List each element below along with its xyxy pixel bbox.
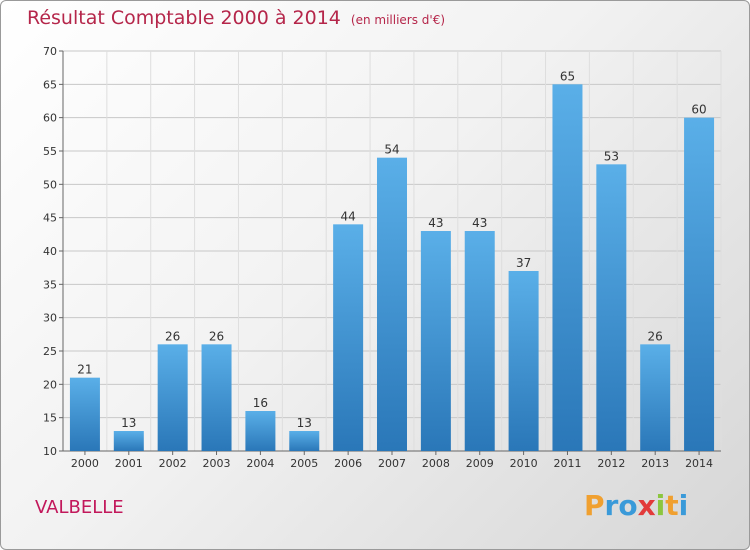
- x-tick-label: 2009: [466, 457, 494, 470]
- logo-letter: t: [665, 489, 679, 522]
- bar: [684, 117, 715, 452]
- bar-value-label: 16: [253, 396, 268, 410]
- bar: [377, 157, 407, 451]
- logo-letter: i: [655, 489, 666, 522]
- x-tick-label: 2010: [510, 457, 538, 470]
- x-tick-label: 2004: [246, 457, 274, 470]
- bar: [201, 344, 232, 451]
- logo-letter: o: [618, 489, 638, 522]
- y-tick-label: 10: [43, 445, 57, 458]
- x-tick-label: 2012: [597, 457, 625, 470]
- y-tick-label: 35: [43, 278, 57, 291]
- logo-letter: r: [604, 489, 619, 522]
- bar-value-label: 43: [472, 216, 487, 230]
- y-tick-label: 70: [43, 45, 57, 58]
- logo-letter: i: [678, 489, 689, 522]
- bar: [333, 224, 364, 451]
- bar-value-label: 21: [77, 363, 92, 377]
- bar-layer: [69, 84, 715, 452]
- y-tick-label: 40: [43, 245, 57, 258]
- bar-value-label: 53: [604, 149, 619, 163]
- x-tick-label: 2006: [334, 457, 362, 470]
- x-tick-label: 2001: [115, 457, 143, 470]
- bar: [552, 84, 583, 451]
- x-tick-label: 2013: [641, 457, 669, 470]
- bar-value-label: 37: [516, 256, 531, 270]
- bar: [420, 231, 451, 451]
- y-tick-label: 55: [43, 145, 57, 158]
- bar-value-label: 13: [297, 416, 312, 430]
- y-tick-label: 65: [43, 78, 57, 91]
- bar: [640, 344, 671, 451]
- chart-title-text: Résultat Comptable 2000 à 2014: [27, 7, 341, 29]
- chart-title: Résultat Comptable 2000 à 2014 (en millie…: [27, 7, 445, 29]
- logo-letter: x: [637, 489, 656, 522]
- bar-value-label: 65: [560, 69, 575, 83]
- logo-letter: P: [584, 489, 605, 522]
- y-tick-label: 15: [43, 412, 57, 425]
- bar-value-label: 26: [165, 329, 180, 343]
- x-tick-label: 2011: [553, 457, 581, 470]
- bar: [508, 271, 539, 451]
- y-tick-label: 50: [43, 178, 57, 191]
- bar: [113, 431, 144, 451]
- bar-value-label: 26: [648, 329, 663, 343]
- y-tick-label: 20: [43, 378, 57, 391]
- y-tick-label: 60: [43, 112, 57, 125]
- bar-value-label: 54: [384, 143, 399, 157]
- bar-value-label: 13: [121, 416, 136, 430]
- bar: [157, 344, 188, 451]
- x-tick-label: 2000: [71, 457, 99, 470]
- location-label: VALBELLE: [35, 497, 124, 518]
- bar: [596, 164, 627, 452]
- bar: [289, 431, 320, 451]
- bar-value-label: 60: [691, 103, 706, 117]
- x-tick-label: 2008: [422, 457, 450, 470]
- bar-value-label: 26: [209, 329, 224, 343]
- x-tick-label: 2014: [685, 457, 713, 470]
- label-layer: 21 2000 13 2001 26 2002 26 2003 16 2004 13 2005 44 20…: [71, 69, 713, 470]
- x-tick-label: 2002: [159, 457, 187, 470]
- bar: [69, 377, 100, 451]
- bar: [464, 231, 495, 451]
- chart-subtitle: (en milliers d'€): [350, 13, 446, 27]
- y-tick-label: 45: [43, 212, 57, 225]
- x-tick-label: 2007: [378, 457, 406, 470]
- proxiti-logo: Proxiti: [584, 489, 688, 522]
- bar-value-label: 44: [340, 209, 355, 223]
- y-tick-label: 30: [43, 312, 57, 325]
- bar-value-label: 43: [428, 216, 443, 230]
- y-tick-label: 25: [43, 345, 57, 358]
- x-tick-label: 2003: [203, 457, 231, 470]
- x-tick-label: 2005: [290, 457, 318, 470]
- bar: [245, 411, 276, 451]
